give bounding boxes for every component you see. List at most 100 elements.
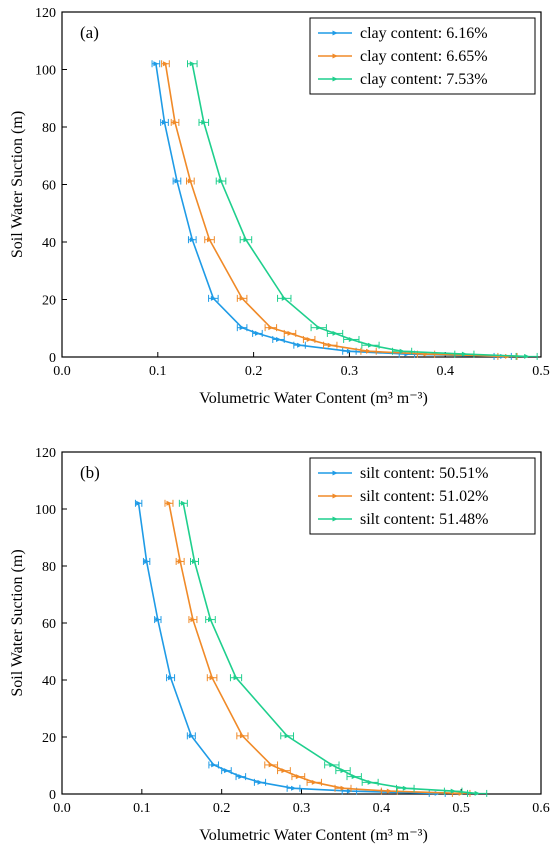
data-point [332,330,338,336]
legend-item: clay content: 7.53% [318,71,488,88]
data-point [281,768,287,774]
x-tick-label: 0.0 [53,364,71,379]
data-point [190,617,196,623]
y-tick-label: 100 [35,503,56,518]
y-tick-label: 0 [49,788,56,803]
data-point [327,342,334,348]
data-point [351,774,357,780]
data-point [399,348,405,354]
x-tick-label: 0.1 [149,364,167,379]
legend-marker [332,470,338,476]
data-point [238,774,244,780]
data-point [201,119,207,125]
y-tick-label: 0 [49,351,56,366]
data-point [311,779,318,785]
panel-label: (b) [80,463,100,482]
legend-marker [332,516,338,522]
data-point [144,558,150,564]
legend-marker [332,53,338,59]
y-tick-label: 120 [35,446,56,461]
legend-label: silt content: 51.02% [360,488,488,505]
data-point [346,788,353,794]
data-point [348,336,355,342]
data-point [474,790,480,796]
chart-panel-a: 0.0 0.1 0.2 0.3 0.4 0.5 0 20 40 60 80 100 120 Volumet… [9,6,550,407]
y-tick-label: 40 [42,674,56,689]
chart-panel-b: 0.0 0.1 0.2 0.3 0.4 0.5 0.6 0 20 40 60 80 100 120 Volu… [9,446,550,844]
y-tick-label: 120 [35,6,56,21]
x-axis-title: Volumetric Water Content (m³ m⁻³) [199,827,428,844]
series-line [137,503,438,795]
series-line [182,503,478,795]
data-point [287,330,293,336]
legend-marker [332,30,338,36]
data-point [233,675,239,681]
data-point [268,325,274,331]
x-tick-label: 0.5 [532,364,550,379]
data-point [168,675,174,681]
data-point [243,237,249,243]
series-line [155,63,503,358]
y-tick-label: 20 [42,294,56,309]
data-point [306,336,312,342]
data-point [450,788,456,794]
y-tick-label: 60 [42,617,56,632]
data-point [209,675,215,681]
data-point [402,785,409,791]
y-tick-label: 40 [42,236,56,251]
data-point [239,325,245,331]
legend: silt content: 50.51% silt content: 51.02%… [309,457,536,535]
legend-item: clay content: 6.65% [318,48,488,65]
y-tick-label: 80 [42,121,56,136]
legend-label: clay content: 6.65% [360,48,488,65]
data-point [340,785,346,791]
data-point [189,61,196,67]
data-point [180,500,187,506]
y-tick-label: 80 [42,560,56,575]
data-point [162,119,168,125]
data-point [346,348,353,354]
data-point [210,295,217,301]
series-line [191,63,527,358]
data-point [166,500,172,506]
legend-item: silt content: 50.51% [318,465,488,482]
data-point [254,330,261,336]
x-tick-label: 0.5 [452,801,470,816]
y-axis-title: Soil Water Suction (m) [9,549,26,696]
data-point [218,178,224,184]
series-1 [134,499,446,797]
x-tick-label: 0.3 [341,364,359,379]
data-point [189,237,196,243]
data-point [366,348,372,354]
data-point [174,178,180,184]
data-point [461,351,468,357]
data-point [329,762,335,768]
legend-label: clay content: 7.53% [360,71,488,88]
data-point [281,295,288,301]
y-axis-title: Soil Water Suction (m) [9,111,26,258]
x-tick-label: 0.3 [293,801,311,816]
x-tick-label: 0.6 [532,801,550,816]
data-point [207,237,213,243]
data-point [386,788,393,794]
data-point [177,558,183,564]
data-point [207,617,214,623]
data-point [188,733,195,739]
data-point [136,500,142,506]
data-point [316,325,322,331]
x-tick-label: 0.4 [436,364,454,379]
data-point [291,785,297,791]
data-point [284,733,290,739]
x-tick-label: 0.2 [245,364,263,379]
data-point [367,342,374,348]
data-point [187,178,194,184]
data-point [211,762,217,768]
data-point [524,353,530,359]
series-3 [178,499,488,797]
series-2 [164,499,471,797]
series-line [164,63,508,358]
legend-marker [332,76,338,82]
data-point [223,768,230,774]
legend-item: silt content: 51.48% [318,511,488,528]
legend-item: silt content: 51.02% [318,488,488,505]
